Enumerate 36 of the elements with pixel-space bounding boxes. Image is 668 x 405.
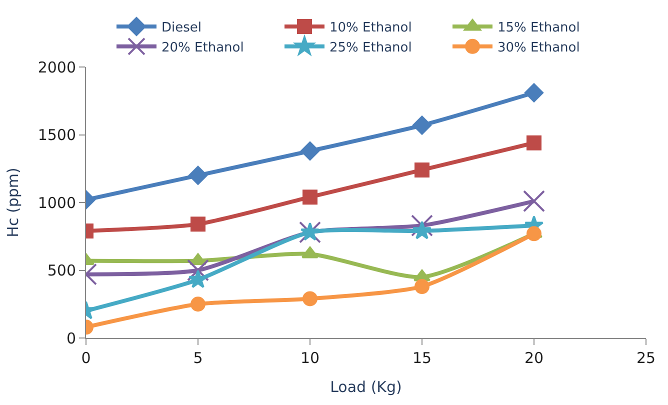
legend-label: 20% Ethanol (162, 40, 244, 56)
x-tick-label: 0 (81, 349, 91, 367)
point (302, 190, 318, 205)
point (414, 162, 430, 178)
x-tick-label: 15 (412, 349, 432, 367)
x-tick-label: 5 (193, 349, 203, 367)
point (414, 279, 430, 294)
point (187, 259, 209, 282)
legend-label: 25% Ethanol (330, 40, 412, 56)
x-tick-label: 25 (636, 349, 656, 367)
point (190, 296, 206, 312)
point (302, 291, 318, 306)
y-tick-label: 500 (47, 262, 76, 280)
point (190, 216, 206, 232)
y-tick-label: 1500 (38, 126, 76, 144)
x-axis-title: Load (Kg) (330, 378, 402, 396)
x-tick-label: 10 (300, 349, 320, 367)
point (526, 135, 542, 150)
point (188, 270, 208, 288)
legend-label: 30% Ethanol (498, 40, 580, 56)
point (523, 190, 545, 212)
y-tick-label: 1000 (38, 194, 76, 212)
point (412, 116, 432, 135)
legend-label: 15% Ethanol (498, 20, 580, 36)
point (188, 166, 208, 185)
point (524, 83, 544, 102)
y-tick-label: 2000 (38, 58, 76, 76)
x-tick-label: 20 (524, 349, 544, 367)
point (526, 226, 542, 242)
point (411, 214, 433, 237)
y-tick-label: 0 (66, 329, 76, 348)
point (300, 142, 320, 160)
legend-label: 10% Ethanol (330, 20, 412, 36)
y-axis-title: Hc (ppm) (4, 168, 22, 238)
point (412, 220, 432, 240)
legend-label: Diesel (162, 20, 202, 36)
